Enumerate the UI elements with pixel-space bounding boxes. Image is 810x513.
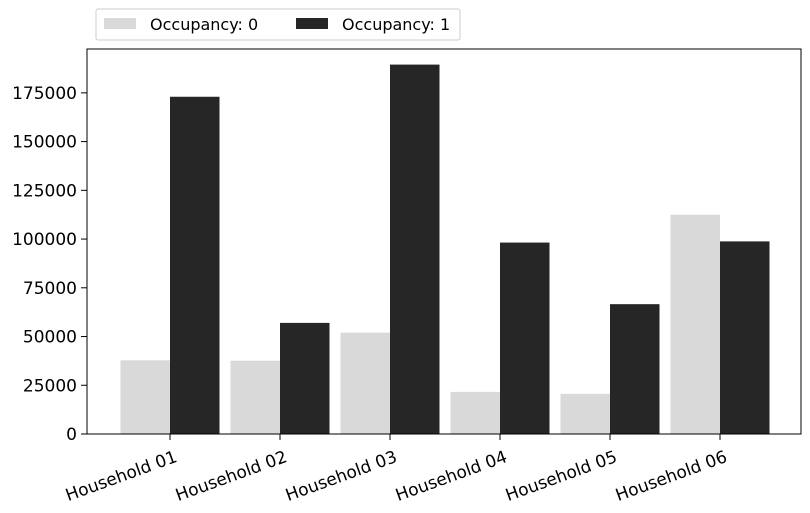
y-tick-label: 100000 [12,230,77,250]
bar-occupancy-0-household-06 [670,214,720,434]
legend-label-occupancy-1: Occupancy: 1 [342,15,450,34]
legend-swatch-occupancy-1 [296,18,328,29]
bar-occupancy-0-household-05 [560,393,610,434]
y-tick-label: 175000 [12,84,77,104]
x-tick-label: Household 01 [63,447,180,506]
y-tick-label: 0 [66,425,77,445]
bar-occupancy-0-household-02 [230,360,280,434]
legend: Occupancy: 0 Occupancy: 1 [95,8,461,41]
bar-occupancy-0-household-01 [120,360,170,434]
x-tick-label: Household 03 [283,447,400,506]
bar-occupancy-0-household-03 [340,332,390,434]
bar-occupancy-0-household-04 [450,391,500,434]
y-tick-label: 50000 [23,328,77,348]
y-tick-label: 25000 [23,376,77,396]
y-axis: 0 25000 50000 75000 100000 125000 150000 175000 [12,84,87,445]
legend-box [95,8,461,41]
bar-occupancy-1-household-03 [390,64,440,434]
legend-label-occupancy-0: Occupancy: 0 [150,15,258,34]
legend-swatch-occupancy-0 [104,18,136,29]
bar-occupancy-1-household-06 [720,241,770,434]
bars-group [120,64,770,434]
plot-frame [86,48,802,435]
x-tick-label: Household 02 [173,447,290,506]
y-tick-label: 75000 [23,279,77,299]
x-tick-label: Household 04 [393,447,510,506]
bar-occupancy-1-household-04 [500,242,550,434]
bar-occupancy-1-household-02 [280,322,330,434]
x-tick-label: Household 05 [503,447,620,506]
bar-occupancy-1-household-05 [610,304,660,434]
y-tick-label: 125000 [12,181,77,201]
bar-occupancy-1-household-01 [170,96,220,434]
x-tick-label: Household 06 [613,447,730,506]
y-tick-label: 150000 [12,133,77,153]
